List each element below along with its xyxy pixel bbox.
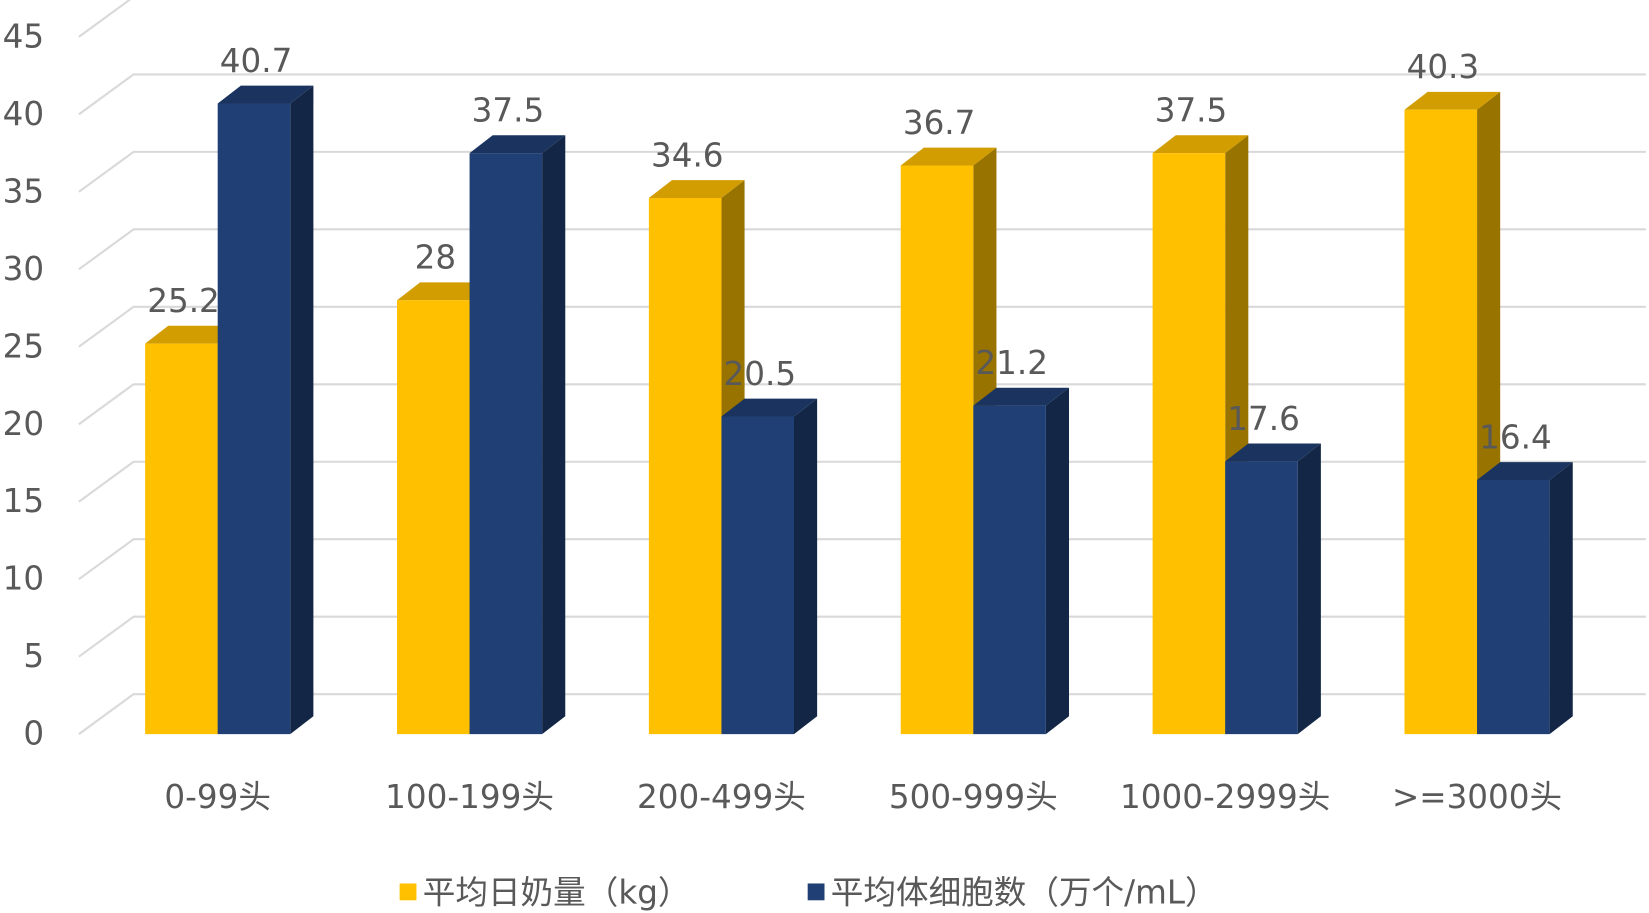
grid-line (78, 305, 1646, 348)
bar-face (1404, 91, 1501, 110)
bar-face (1477, 480, 1550, 735)
y-tick-label: 0 (23, 715, 44, 753)
grid-line (78, 615, 1646, 658)
x-tick-label: 1000-2999头 (1120, 778, 1330, 816)
bar-face (1549, 462, 1573, 735)
bar-face (973, 387, 1070, 406)
bar-face (648, 198, 722, 735)
data-label: 37.5 (472, 92, 545, 130)
y-tick-label: 40 (3, 95, 44, 133)
bar-face (648, 180, 745, 199)
bar-face (900, 165, 974, 735)
bar-face (1297, 443, 1321, 735)
bar-face (145, 343, 218, 735)
data-label: 36.7 (903, 104, 976, 142)
legend-label: 平均体细胞数（万个/mL） (831, 873, 1218, 911)
bar-face (469, 135, 566, 154)
bar-face (1477, 462, 1573, 481)
bar-face (1152, 135, 1249, 154)
data-label: 21.2 (975, 344, 1048, 382)
y-tick-label: 45 (3, 17, 44, 55)
y-tick-label: 10 (3, 560, 44, 598)
bar-face (397, 300, 470, 735)
data-label: 16.4 (1479, 418, 1552, 456)
bar-face (542, 135, 566, 735)
y-tick-label: 15 (3, 482, 44, 520)
bar-face (217, 103, 291, 735)
grid-line (78, 383, 1646, 426)
bar-face (1225, 461, 1298, 735)
data-label: 37.5 (1155, 92, 1228, 130)
data-label: 17.6 (1227, 400, 1300, 438)
grid-line (78, 228, 1646, 271)
legend-label: 平均日奶量（kg） (423, 873, 691, 911)
grid-line (78, 150, 1646, 193)
legend-swatch (399, 883, 417, 901)
bar-face (900, 147, 997, 166)
bar (217, 85, 314, 735)
x-tick-label: 100-199头 (385, 778, 554, 816)
y-tick-label: 25 (3, 327, 44, 365)
y-tick-label: 35 (3, 172, 44, 210)
grid-line (78, 693, 1646, 735)
bar (1477, 462, 1573, 735)
bar-face (469, 153, 543, 735)
data-label: 40.3 (1407, 48, 1480, 86)
bar-face (1152, 153, 1226, 735)
legend-swatch (807, 883, 825, 901)
bar (1225, 443, 1321, 735)
bar-face (217, 85, 314, 104)
bar (721, 398, 818, 735)
bar-face (397, 282, 493, 301)
bar-face (973, 405, 1046, 735)
bar-face (1045, 387, 1070, 735)
y-tick-label: 5 (23, 637, 44, 675)
x-tick-label: >=3000头 (1392, 778, 1562, 816)
x-tick-label: 500-999头 (889, 778, 1058, 816)
x-tick-label: 200-499头 (637, 778, 806, 816)
grid-line (78, 538, 1646, 581)
bar-face (1225, 443, 1321, 462)
data-label: 25.2 (147, 282, 220, 320)
bar-face (1404, 109, 1478, 735)
bar-face (290, 85, 314, 735)
bar (469, 135, 566, 735)
bar-face (794, 398, 818, 735)
bar-face (145, 325, 241, 344)
grid-line (78, 0, 132, 38)
x-tick-label: 0-99头 (164, 778, 271, 816)
bar-face (721, 398, 818, 417)
bar-face (721, 416, 795, 735)
y-tick-label: 20 (3, 405, 44, 443)
grid-line (78, 73, 1646, 116)
bar (973, 387, 1070, 735)
grid-line (78, 460, 1646, 503)
data-label: 20.5 (724, 355, 797, 393)
data-label: 34.6 (651, 136, 724, 174)
data-label: 28 (415, 239, 456, 277)
data-label: 40.7 (220, 42, 293, 80)
y-tick-label: 30 (3, 250, 44, 288)
